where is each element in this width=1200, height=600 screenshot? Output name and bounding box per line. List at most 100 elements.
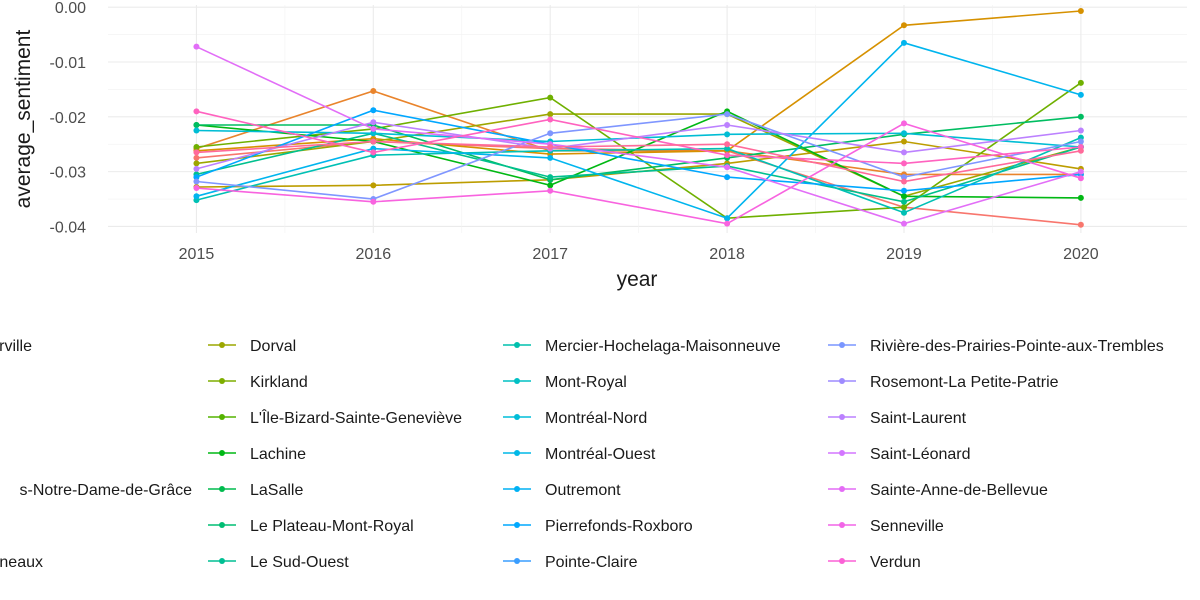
data-point <box>900 178 907 185</box>
data-point <box>1077 113 1084 120</box>
data-point <box>370 125 377 132</box>
legend-key-point <box>514 342 520 348</box>
data-point <box>900 39 907 46</box>
data-point <box>193 165 200 172</box>
legend-key-point <box>514 414 520 420</box>
legend-key-point <box>219 522 225 528</box>
y-tick-label: -0.01 <box>50 55 87 72</box>
legend-label: Le Sud-Ouest <box>250 554 349 571</box>
legend-label: Sainte-Anne-de-Bellevue <box>870 482 1048 499</box>
data-point <box>900 160 907 167</box>
legend-key-point <box>514 378 520 384</box>
data-point <box>1077 194 1084 201</box>
legend-key-point <box>219 558 225 564</box>
data-point <box>1077 147 1084 154</box>
data-point <box>900 22 907 29</box>
series-line <box>196 45 1082 225</box>
data-point <box>193 127 200 134</box>
data-point <box>193 108 200 115</box>
legend-label: LaSalle <box>250 482 303 499</box>
series-line <box>196 110 1081 165</box>
data-point <box>193 160 200 167</box>
data-point <box>724 152 731 159</box>
data-point <box>900 193 907 200</box>
y-tick-label: -0.03 <box>50 165 87 182</box>
series-line <box>196 41 1082 220</box>
series-line <box>196 82 1082 220</box>
series-line <box>196 109 1081 192</box>
data-point <box>900 130 907 137</box>
legend-label: rville <box>0 338 32 355</box>
data-point <box>900 209 907 216</box>
legend-label: neaux <box>0 554 43 571</box>
x-tick-label: 2017 <box>532 246 568 263</box>
y-axis-ticks: 0.00 -0.01 -0.02 -0.03 -0.04 <box>50 0 87 236</box>
data-point <box>724 122 731 129</box>
x-axis-title: year <box>617 268 658 291</box>
legend: rville s-Notre-Dame-de-Grâce neaux Dorval Ki… <box>0 338 1164 571</box>
data-point <box>1077 138 1084 145</box>
data-point <box>724 131 731 138</box>
legend-label: Pierrefonds-Roxboro <box>545 518 693 535</box>
legend-key-point <box>839 414 845 420</box>
data-point <box>900 174 907 181</box>
legend-label: Montréal-Nord <box>545 410 647 427</box>
data-point <box>193 178 200 185</box>
x-tick-label: 2018 <box>709 246 745 263</box>
legend-label: Kirkland <box>250 374 308 391</box>
series-lines <box>193 8 1084 228</box>
series-line <box>196 116 1081 181</box>
legend-key-point <box>839 558 845 564</box>
data-point <box>193 43 200 50</box>
data-point <box>370 138 377 145</box>
data-point <box>547 116 554 123</box>
data-point <box>1077 79 1084 86</box>
data-point <box>900 204 907 211</box>
data-point <box>724 141 731 148</box>
data-point <box>900 149 907 156</box>
legend-label: Montréal-Ouest <box>545 446 656 463</box>
legend-key-point <box>839 342 845 348</box>
legend-key-point <box>514 486 520 492</box>
legend-label: Mercier-Hochelaga-Maisonneuve <box>545 338 781 355</box>
legend-label: Saint-Laurent <box>870 410 967 427</box>
data-point <box>547 143 554 150</box>
data-point <box>193 154 200 161</box>
data-point <box>900 198 907 205</box>
legend-label: Verdun <box>870 554 921 571</box>
legend-label: Rivière-des-Prairies-Pointe-aux-Trembles <box>870 338 1164 355</box>
data-point <box>724 220 731 227</box>
x-tick-label: 2020 <box>1063 246 1099 263</box>
legend-key-point <box>219 378 225 384</box>
y-axis-title: average_sentiment <box>12 30 35 209</box>
data-point <box>193 122 200 129</box>
legend-key-point <box>514 558 520 564</box>
data-point <box>724 174 731 181</box>
legend-key-point <box>514 450 520 456</box>
data-point <box>547 174 554 181</box>
data-point <box>370 198 377 205</box>
grid-lines <box>108 5 1187 233</box>
series-line <box>196 90 1081 176</box>
x-tick-label: 2019 <box>886 246 922 263</box>
y-tick-label: -0.02 <box>50 110 87 127</box>
series-line <box>196 136 1082 214</box>
data-point <box>547 94 554 101</box>
legend-label: Lachine <box>250 446 306 463</box>
series-line <box>196 132 1082 203</box>
y-tick-label: -0.04 <box>50 219 87 236</box>
data-point <box>547 154 554 161</box>
data-point <box>193 149 200 156</box>
data-point <box>547 187 554 194</box>
legend-key-point <box>839 522 845 528</box>
data-point <box>724 111 731 118</box>
legend-key-point <box>219 486 225 492</box>
data-point <box>1077 8 1084 15</box>
data-point <box>900 120 907 127</box>
legend-label: Mont-Royal <box>545 374 627 391</box>
legend-key-point <box>839 378 845 384</box>
data-point <box>193 174 200 181</box>
series-line <box>196 122 1082 225</box>
legend-label: Saint-Léonard <box>870 446 971 463</box>
